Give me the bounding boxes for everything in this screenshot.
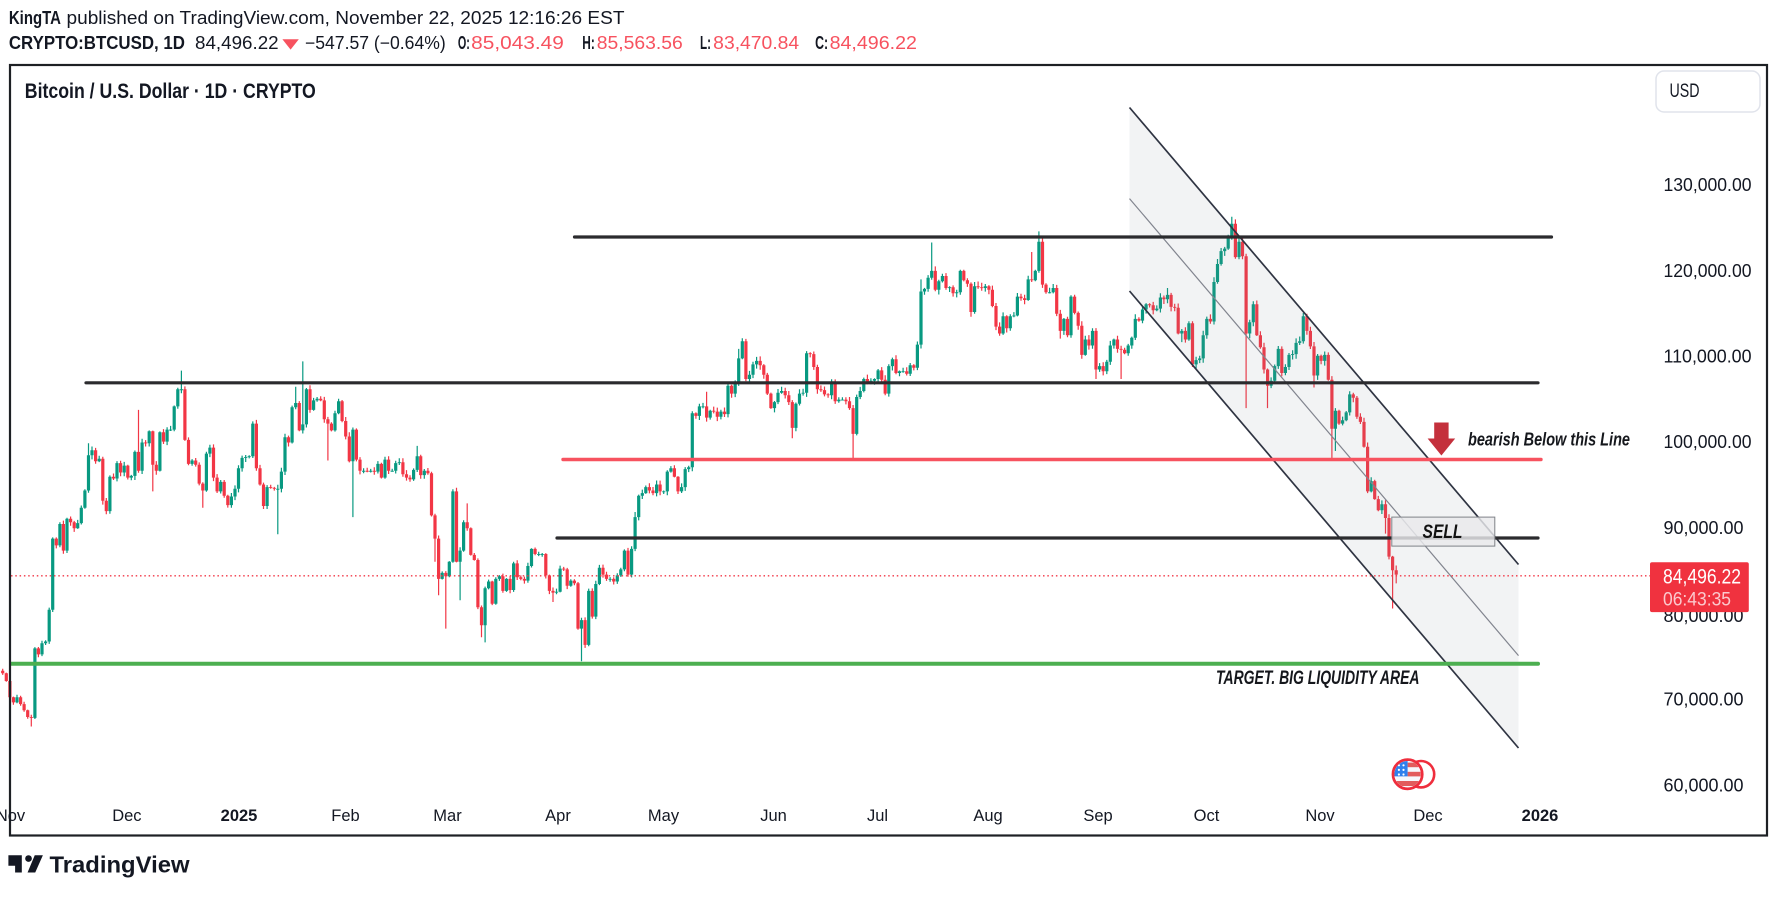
svg-text:70,000.00: 70,000.00: [1664, 689, 1744, 710]
svg-text:85,563.56: 85,563.56: [597, 33, 683, 53]
svg-text:120,000.00: 120,000.00: [1664, 260, 1752, 281]
svg-text:SELL: SELL: [1423, 521, 1463, 543]
svg-text:TradingView: TradingView: [50, 852, 191, 878]
svg-text:84,496.22: 84,496.22: [830, 33, 917, 53]
svg-text:Bitcoin / U.S. Dollar · 1D · C: Bitcoin / U.S. Dollar · 1D · CRYPTO: [25, 80, 316, 103]
svg-text:Nov: Nov: [1305, 807, 1335, 825]
svg-text:2025: 2025: [221, 807, 258, 825]
svg-text:2026: 2026: [1522, 807, 1559, 825]
svg-text:83,470.84: 83,470.84: [713, 33, 799, 53]
svg-text:Dec: Dec: [112, 807, 141, 825]
svg-text:60,000.00: 60,000.00: [1664, 774, 1744, 795]
svg-text:L:: L:: [700, 33, 711, 53]
svg-text:84,496.22: 84,496.22: [195, 33, 279, 53]
svg-text:C:: C:: [815, 33, 828, 53]
svg-text:100,000.00: 100,000.00: [1664, 431, 1752, 452]
svg-text:Jun: Jun: [760, 807, 787, 825]
svg-text:TARGET. BIG LIQUIDITY AREA: TARGET. BIG LIQUIDITY AREA: [1216, 667, 1420, 689]
svg-text:KingTA: KingTA: [9, 8, 61, 28]
svg-text:Sep: Sep: [1083, 807, 1112, 825]
svg-text:06:43:35: 06:43:35: [1663, 590, 1731, 611]
svg-text:bearish Below this Line: bearish Below this Line: [1468, 429, 1630, 450]
svg-text:Oct: Oct: [1194, 807, 1220, 825]
svg-text:90,000.00: 90,000.00: [1664, 517, 1744, 538]
svg-text:130,000.00: 130,000.00: [1664, 174, 1752, 195]
svg-text:O:: O:: [458, 33, 470, 53]
svg-text:published on TradingView.com,: published on TradingView.com, November 2…: [67, 8, 625, 28]
svg-text:−547.57 (−0.64%): −547.57 (−0.64%): [305, 33, 446, 53]
svg-text:USD: USD: [1670, 80, 1700, 102]
svg-text:Mar: Mar: [433, 807, 462, 825]
svg-text:CRYPTO:BTCUSD, 1D: CRYPTO:BTCUSD, 1D: [9, 33, 185, 53]
svg-text:H:: H:: [582, 33, 595, 53]
svg-text:Jul: Jul: [867, 807, 888, 825]
svg-text:Feb: Feb: [331, 807, 359, 825]
svg-text:Dec: Dec: [1413, 807, 1442, 825]
svg-text:Apr: Apr: [545, 807, 571, 825]
svg-text:Aug: Aug: [973, 807, 1002, 825]
svg-text:84,496.22: 84,496.22: [1663, 566, 1741, 589]
svg-text:May: May: [648, 807, 680, 825]
svg-text:Nov: Nov: [0, 807, 26, 825]
svg-text:110,000.00: 110,000.00: [1664, 346, 1752, 367]
svg-text:85,043.49: 85,043.49: [471, 33, 564, 53]
